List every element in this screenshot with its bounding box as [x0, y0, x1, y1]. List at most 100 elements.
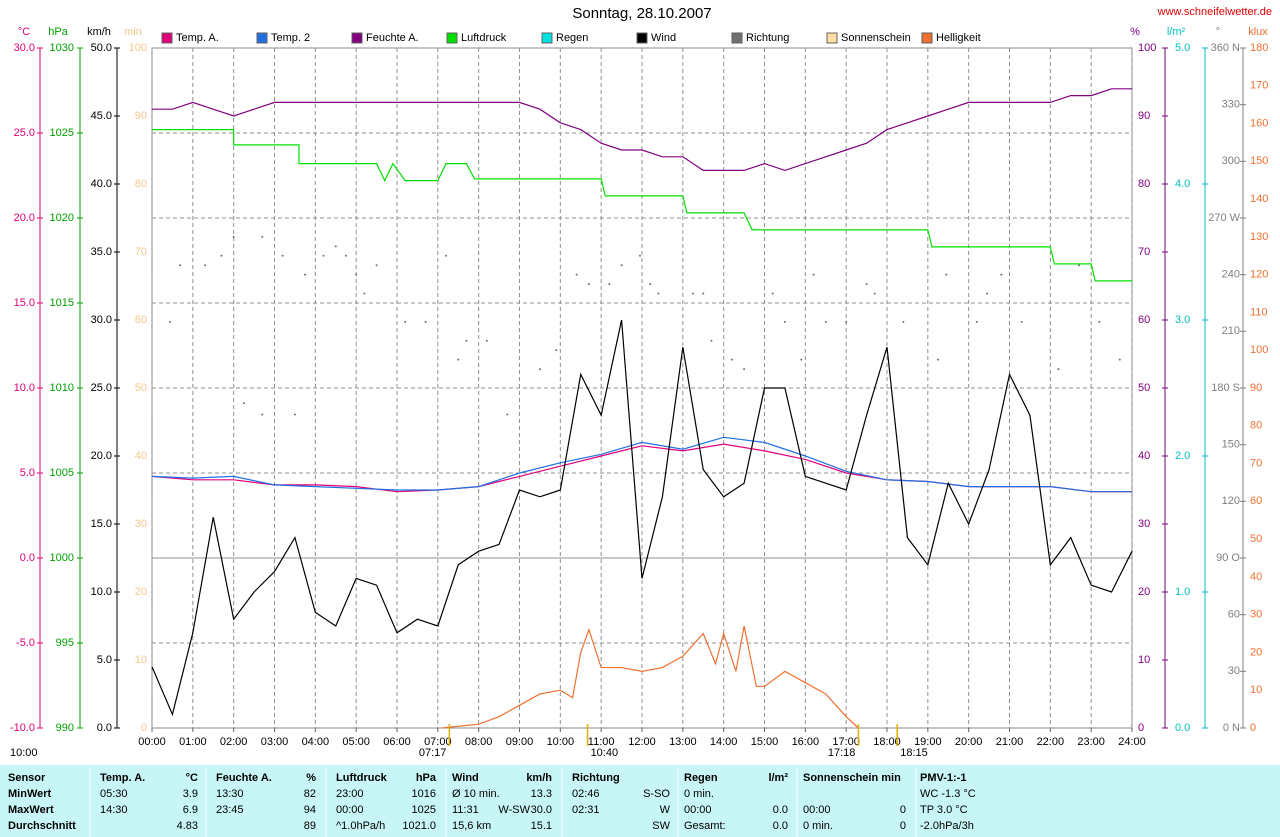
timestamp: 10:00 [10, 747, 38, 759]
stats-cell: ^1.0hPa/h [336, 820, 385, 832]
stats-cell: 3.9 [183, 788, 198, 800]
y-tick-label: 5.0 [97, 654, 112, 666]
y-tick-label: 50 [1250, 533, 1262, 545]
direction-point [304, 273, 307, 276]
y-tick-label: 110 [1250, 306, 1268, 318]
x-tick-label: 03:00 [261, 736, 289, 748]
y-tick-label: -5.0 [16, 637, 35, 649]
direction-point [457, 358, 460, 361]
y-tick-label: 180 [1250, 42, 1268, 54]
direction-point [506, 413, 509, 416]
y-tick-label: 50.0 [91, 42, 112, 54]
stats-header: l/m² [768, 772, 788, 784]
y-tick-label: 4.0 [1175, 178, 1190, 190]
y-tick-label: 60 [1250, 495, 1262, 507]
y-tick-label: 60 [135, 314, 147, 326]
y-tick-label: 15.0 [14, 297, 35, 309]
stats-cell: 1021.0 [402, 820, 436, 832]
direction-point [538, 368, 541, 371]
annotation-label: 18:15 [900, 747, 928, 759]
stats-cell: 23:00 [336, 788, 364, 800]
stats-cell: 00:00 [803, 804, 831, 816]
y-tick-label: 100 [129, 42, 147, 54]
y-tick-label: 270 W [1208, 212, 1240, 224]
stats-cell: 0 min. [803, 820, 833, 832]
y-tick-label: 1025 [50, 127, 74, 139]
direction-point [608, 283, 611, 286]
y-tick-label: 90 [1138, 110, 1150, 122]
direction-point [465, 339, 468, 342]
direction-point [865, 283, 868, 286]
annotation-label: 07:17 [419, 747, 447, 759]
y-tick-label: 40 [1250, 571, 1262, 583]
stats-cell: 00:00 [336, 804, 364, 816]
y-tick-label: 20 [135, 586, 147, 598]
direction-point [975, 320, 978, 323]
y-tick-label: 240 [1222, 269, 1240, 281]
y-tick-label: 0 [1250, 722, 1256, 734]
y-tick-label: 170 [1250, 80, 1268, 92]
y-tick-label: -10.0 [10, 722, 35, 734]
y-tick-label: 140 [1250, 193, 1268, 205]
legend-label: Feuchte A. [366, 32, 419, 44]
legend-label: Helligkeit [936, 32, 981, 44]
stats-cell: W-SW [498, 804, 530, 816]
x-tick-label: 16:00 [792, 736, 820, 748]
stats-cell: 1025 [412, 804, 436, 816]
y-tick-label: 40.0 [91, 178, 112, 190]
y-tick-label: 30 [135, 518, 147, 530]
stats-cell: 13.3 [531, 788, 552, 800]
y-tick-label: 70 [1138, 246, 1150, 258]
stats-cell: 6.9 [183, 804, 198, 816]
legend-swatch [731, 32, 743, 44]
stats-header: km/h [526, 772, 552, 784]
stats-cell: 15,6 km [452, 820, 491, 832]
direction-point [937, 358, 940, 361]
y-tick-label: 15.0 [91, 518, 112, 530]
direction-point [575, 273, 578, 276]
stats-cell: 15.1 [531, 820, 552, 832]
direction-point [281, 254, 284, 257]
y-tick-label: 40 [1138, 450, 1150, 462]
y-tick-label: 20 [1250, 646, 1262, 658]
legend-label: Wind [651, 32, 676, 44]
legend-swatch [446, 32, 458, 44]
stats-cell: S-SO [643, 788, 670, 800]
axis-title: ° [1216, 26, 1220, 38]
legend-label: Regen [556, 32, 588, 44]
stats-header: Regen [684, 772, 718, 784]
direction-point [945, 273, 948, 276]
y-tick-label: 0 [1138, 722, 1144, 734]
y-tick-label: 20.0 [91, 450, 112, 462]
y-tick-label: 995 [56, 637, 74, 649]
y-tick-label: 0 [141, 722, 147, 734]
stats-cell: MinWert [8, 788, 52, 800]
x-tick-label: 24:00 [1118, 736, 1146, 748]
y-tick-label: 60 [1228, 609, 1240, 621]
stats-cell: 4.83 [177, 820, 198, 832]
direction-point [322, 254, 325, 257]
y-tick-label: 25.0 [14, 127, 35, 139]
y-tick-label: 990 [56, 722, 74, 734]
y-tick-label: 100 [1138, 42, 1156, 54]
stats-cell: 0 min. [684, 788, 714, 800]
y-tick-label: 1020 [50, 212, 74, 224]
y-tick-label: 20.0 [14, 212, 35, 224]
x-tick-label: 12:00 [628, 736, 656, 748]
direction-point [800, 358, 803, 361]
direction-point [902, 320, 905, 323]
y-tick-label: 120 [1222, 495, 1240, 507]
direction-point [445, 254, 447, 257]
stats-cell: 30.0 [531, 804, 552, 816]
y-tick-label: 180 S [1211, 382, 1240, 394]
legend-label: Temp. 2 [271, 32, 310, 44]
legend-label: Temp. A. [176, 32, 219, 44]
x-tick-label: 18:00 [873, 736, 901, 748]
stats-cell: 13:30 [216, 788, 244, 800]
direction-point [873, 292, 876, 295]
direction-point [692, 292, 695, 295]
y-tick-label: 10 [135, 654, 147, 666]
stats-header: Sensor [8, 772, 46, 784]
y-tick-label: 150 [1250, 155, 1268, 167]
direction-point [730, 358, 733, 361]
